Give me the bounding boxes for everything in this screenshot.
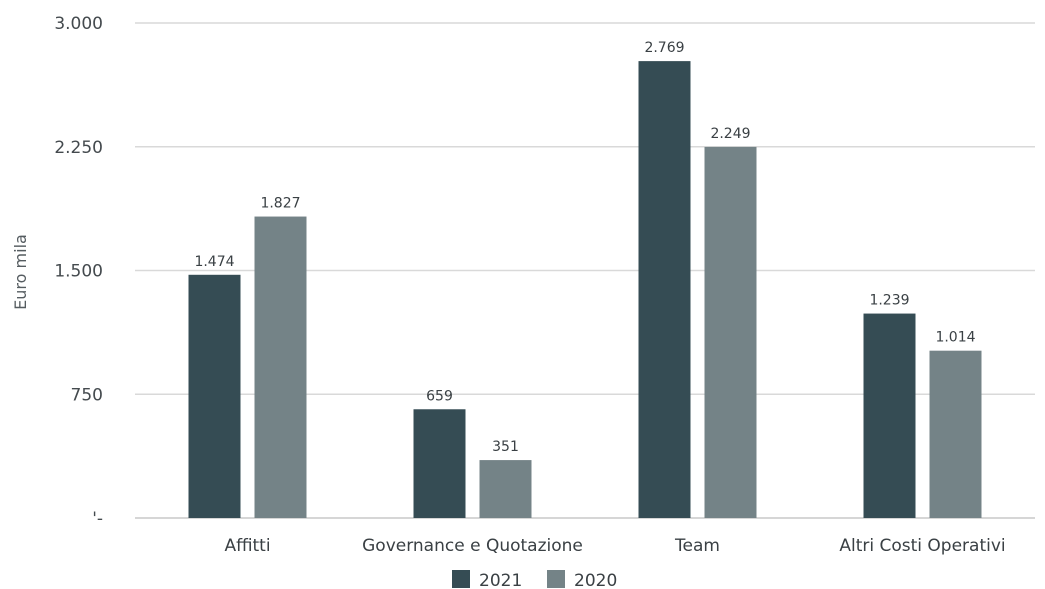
x-category-label: Affitti <box>224 536 270 556</box>
legend-label: 2021 <box>479 571 522 589</box>
bar-2021 <box>863 313 916 518</box>
legend-swatch-2021 <box>452 570 470 588</box>
data-labels: 1.474 1.827 659 351 2.769 2.249 1.239 1.014 <box>194 40 975 455</box>
data-label: 1.014 <box>935 330 975 346</box>
data-label: 351 <box>492 439 519 455</box>
data-label: 1.474 <box>194 254 234 270</box>
legend-label: 2020 <box>574 571 617 589</box>
x-category-label: Team <box>674 536 720 556</box>
y-axis-label: Euro mila <box>11 234 30 310</box>
bar-2021 <box>638 61 691 519</box>
data-label: 2.249 <box>710 126 750 142</box>
data-label: 659 <box>426 388 453 404</box>
y-tick-label: 2.250 <box>54 138 103 158</box>
bar-2020 <box>479 460 532 518</box>
y-tick-label: 750 <box>71 385 103 405</box>
bar-2020 <box>254 216 307 519</box>
y-axis-ticks: '- 750 1.500 2.250 3.000 <box>54 14 103 529</box>
data-label: 1.827 <box>260 196 300 212</box>
bar-2021 <box>413 409 466 518</box>
y-tick-label: 3.000 <box>54 14 103 34</box>
bar-2020 <box>929 350 982 518</box>
y-tick-label: 1.500 <box>54 262 103 282</box>
bar-2021 <box>188 274 241 518</box>
data-label: 2.769 <box>644 40 684 56</box>
legend-swatch-2020 <box>547 570 565 588</box>
bar-2020 <box>704 146 757 519</box>
x-category-label: Altri Costi Operativi <box>839 536 1005 556</box>
y-tick-label: '- <box>92 509 103 529</box>
x-axis-categories: Affitti Governance e Quotazione Team Altri … <box>224 536 1005 556</box>
x-category-label: Governance e Quotazione <box>362 536 583 556</box>
data-label: 1.239 <box>869 293 909 309</box>
legend: 2021 2020 <box>452 570 617 589</box>
bars <box>188 61 982 519</box>
